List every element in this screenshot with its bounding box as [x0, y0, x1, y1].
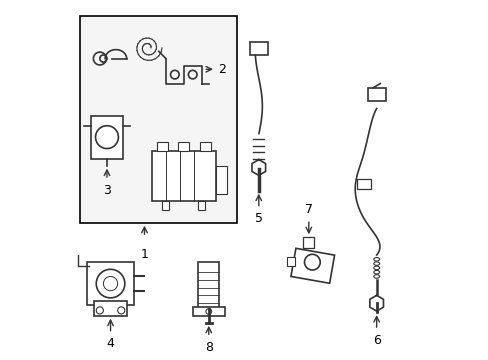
Bar: [80, 16, 237, 223]
Bar: [356, 179, 370, 189]
Bar: [198, 262, 219, 309]
Text: 3: 3: [103, 184, 111, 197]
Bar: [157, 143, 167, 152]
Text: 6: 6: [372, 334, 380, 347]
Bar: [162, 202, 169, 210]
Bar: [287, 257, 294, 266]
Bar: [91, 116, 123, 158]
Text: 4: 4: [106, 337, 114, 350]
Bar: [200, 143, 210, 152]
Text: 5: 5: [254, 212, 262, 225]
Text: 1: 1: [140, 248, 148, 261]
Bar: [87, 262, 134, 305]
Bar: [290, 248, 334, 283]
Bar: [367, 88, 385, 102]
Bar: [94, 301, 126, 316]
Bar: [178, 143, 189, 152]
Text: 2: 2: [217, 63, 225, 76]
Bar: [303, 237, 313, 248]
Bar: [198, 202, 205, 210]
Bar: [249, 42, 267, 55]
Bar: [216, 166, 226, 194]
Text: 7: 7: [304, 203, 312, 216]
Bar: [151, 152, 216, 202]
Text: 8: 8: [204, 341, 212, 354]
Bar: [192, 307, 224, 316]
